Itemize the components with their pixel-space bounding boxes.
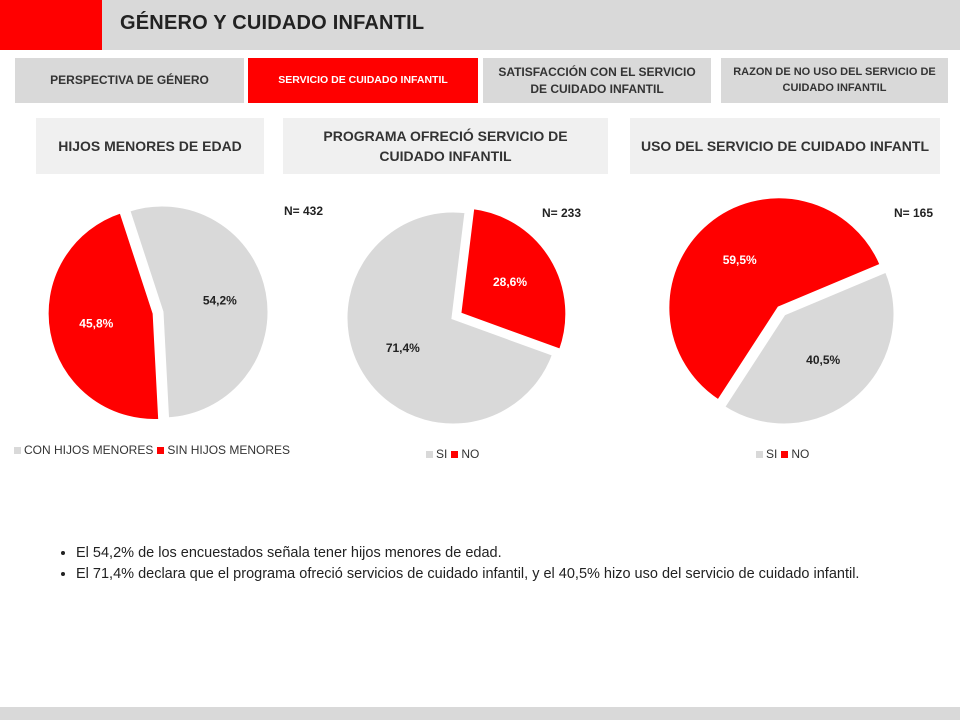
legend-item: SIN HIJOS MENORES: [157, 443, 290, 457]
tab-perspectiva-de-genero[interactable]: PERSPECTIVA DE GÉNERO: [15, 58, 244, 103]
chart-title-hijos-menores: HIJOS MENORES DE EDAD: [36, 118, 264, 174]
legend-item: NO: [451, 447, 479, 461]
legend-item: CON HIJOS MENORES: [14, 443, 153, 457]
legend-swatch-grey: [14, 446, 21, 454]
pie-slice-label: 45,8%: [79, 316, 113, 330]
pie-slice-label: 59,5%: [723, 253, 757, 267]
legend-swatch-grey: [426, 450, 433, 458]
n-label-programa: N= 233: [542, 206, 582, 220]
pie-chart-uso-servicio: 59,5% 40,5%: [666, 195, 897, 427]
pie-slice-label: 40,5%: [806, 353, 840, 367]
legend-label: SI: [766, 447, 778, 461]
pie-slice-red: [666, 195, 884, 404]
legend-programa-ofrecio: SI NO: [426, 447, 483, 461]
n-label-uso: N= 165: [894, 206, 934, 220]
tab-satisfaccion-servicio[interactable]: SATISFACCIÓN CON EL SERVICIO DE CUIDADO …: [483, 58, 711, 103]
chart-title-uso-servicio: USO DEL SERVICIO DE CUIDADO INFANTL: [630, 118, 940, 174]
legend-label: NO: [791, 447, 810, 461]
legend-swatch-red: [781, 450, 789, 458]
legend-uso-servicio: SI NO: [756, 447, 813, 461]
legend-swatch-grey: [756, 450, 763, 458]
legend-swatch-red: [157, 446, 165, 454]
pie-slice-label: 71,4%: [386, 341, 420, 355]
pie-slice-grey: [126, 203, 271, 421]
legend-item: SI: [426, 447, 447, 461]
summary-note: El 71,4% declara que el programa ofreció…: [76, 564, 940, 585]
legend-swatch-red: [451, 450, 459, 458]
tab-servicio-de-cuidado-infantil[interactable]: SERVICIO DE CUIDADO INFANTIL: [248, 58, 478, 103]
chart-title-programa-ofrecio: PROGRAMA OFRECIÓ SERVICIO DE CUIDADO INF…: [283, 118, 608, 174]
legend-label: SI: [436, 447, 448, 461]
pie-slice-grey: [721, 269, 897, 427]
footer-bar: [0, 707, 960, 720]
n-label-hijos: N= 432: [284, 204, 324, 218]
page-title: GÉNERO Y CUIDADO INFANTIL: [120, 12, 425, 34]
pie-slice-label: 28,6%: [493, 275, 527, 289]
legend-item: NO: [781, 447, 809, 461]
legend-label: NO: [461, 447, 480, 461]
pie-chart-hijos-menores: 45,8% 54,2%: [45, 203, 271, 422]
summary-notes: El 54,2% de los encuestados señala tener…: [52, 543, 940, 585]
summary-note: El 54,2% de los encuestados señala tener…: [76, 543, 940, 564]
legend-item: SI: [756, 447, 777, 461]
pie-slice-red: [458, 205, 569, 353]
header-bar: [0, 0, 960, 50]
pie-slice-label: 54,2%: [203, 293, 237, 307]
legend-hijos-menores: CON HIJOS MENORES SIN HIJOS MENORES: [14, 443, 294, 457]
legend-label: CON HIJOS MENORES: [24, 443, 154, 457]
tab-razon-no-uso[interactable]: RAZON DE NO USO DEL SERVICIO DE CUIDADO …: [721, 58, 948, 103]
legend-label: SIN HIJOS MENORES: [167, 443, 291, 457]
pie-slice-red: [45, 209, 162, 422]
pie-chart-programa-ofrecio: 28,6% 71,4%: [344, 205, 569, 427]
pie-slice-grey: [344, 209, 556, 427]
header-accent: [0, 0, 102, 50]
